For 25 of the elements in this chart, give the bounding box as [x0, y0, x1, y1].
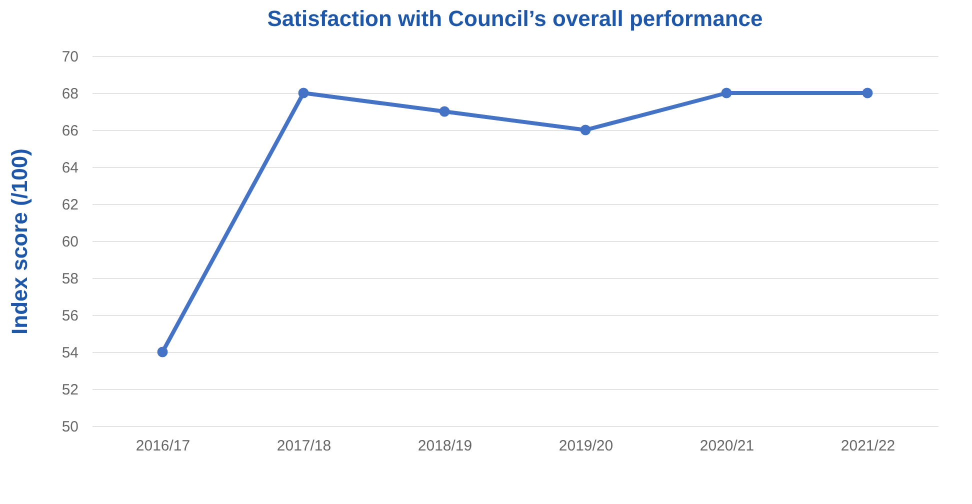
- point: [157, 346, 168, 358]
- x-tick-label: 2017/18: [276, 438, 332, 454]
- y-tick-label: 62: [62, 196, 78, 214]
- point: [298, 88, 309, 98]
- y-tick-label: 66: [62, 122, 78, 140]
- chart-title: Satisfaction with Council’s overall performance: [267, 6, 763, 31]
- y-tick-label: 60: [62, 234, 78, 250]
- x-tick-label: 2020/21: [700, 438, 754, 454]
- x-tick-label: 2021/22: [840, 438, 896, 454]
- x-tick-label: 2018/19: [418, 438, 472, 454]
- point: [439, 106, 450, 117]
- y-tick-label: 68: [62, 86, 78, 102]
- y-tick-label: 58: [62, 270, 78, 288]
- point: [862, 88, 873, 98]
- y-tick-label: 64: [62, 160, 78, 176]
- x-tick-label: 2019/20: [558, 438, 614, 454]
- y-tick-label: 50: [62, 418, 78, 436]
- x-tick-label: 2016/17: [136, 438, 190, 454]
- y-tick-label: 52: [62, 382, 78, 398]
- y-tick-label: 56: [62, 308, 78, 324]
- y-tick-label: 54: [62, 344, 78, 362]
- y-tick-label: 70: [62, 48, 78, 66]
- point: [580, 124, 591, 136]
- y-axis-title: Index score (/100): [6, 148, 32, 334]
- point: [721, 88, 732, 98]
